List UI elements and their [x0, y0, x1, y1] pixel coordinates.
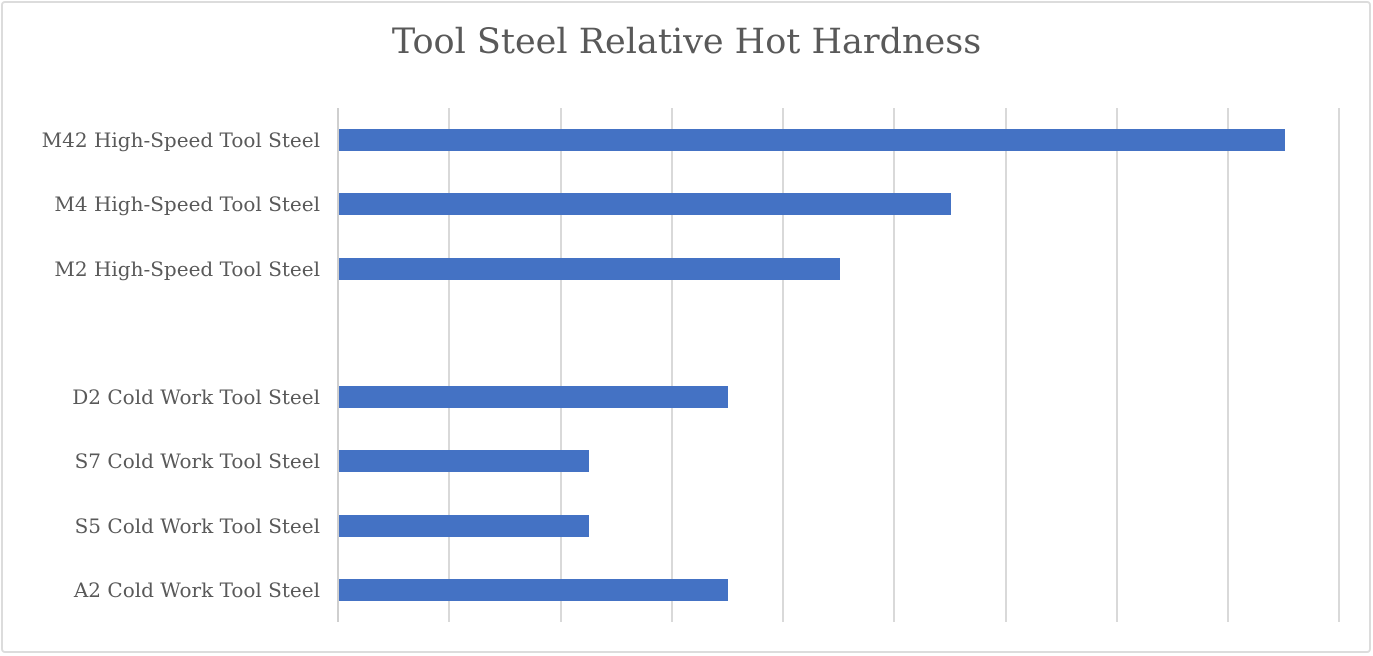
- major-gridline: [1115, 108, 1118, 622]
- category-label: D2 Cold Work Tool Steel: [72, 385, 320, 410]
- category-label: M42 High-Speed Tool Steel: [41, 128, 320, 153]
- category-label: S5 Cold Work Tool Steel: [74, 513, 320, 538]
- bar-a2: [339, 578, 729, 601]
- bar-d2: [339, 386, 729, 409]
- category-label: M4 High-Speed Tool Steel: [54, 192, 320, 217]
- major-gridline: [1227, 108, 1229, 622]
- major-gridline: [893, 108, 896, 622]
- bar-m4: [339, 193, 951, 216]
- chart-title: Tool Steel Relative Hot Hardness: [391, 22, 982, 62]
- category-label: [0, 301, 320, 365]
- major-gridline: [559, 108, 562, 622]
- major-gridline: [782, 108, 784, 622]
- major-gridline: [670, 108, 673, 622]
- major-gridline: [448, 108, 451, 622]
- bar-m2: [339, 257, 840, 280]
- category-label: A2 Cold Work Tool Steel: [73, 577, 320, 602]
- major-gridline: [1004, 108, 1007, 622]
- bar-s7: [339, 450, 590, 473]
- category-label: M2 High-Speed Tool Steel: [54, 256, 320, 281]
- major-gridline: [1338, 108, 1341, 622]
- category-label: S7 Cold Work Tool Steel: [74, 449, 320, 474]
- bar-s5: [339, 514, 590, 537]
- bar-m42: [339, 129, 1285, 152]
- category-axis-line: [337, 108, 339, 622]
